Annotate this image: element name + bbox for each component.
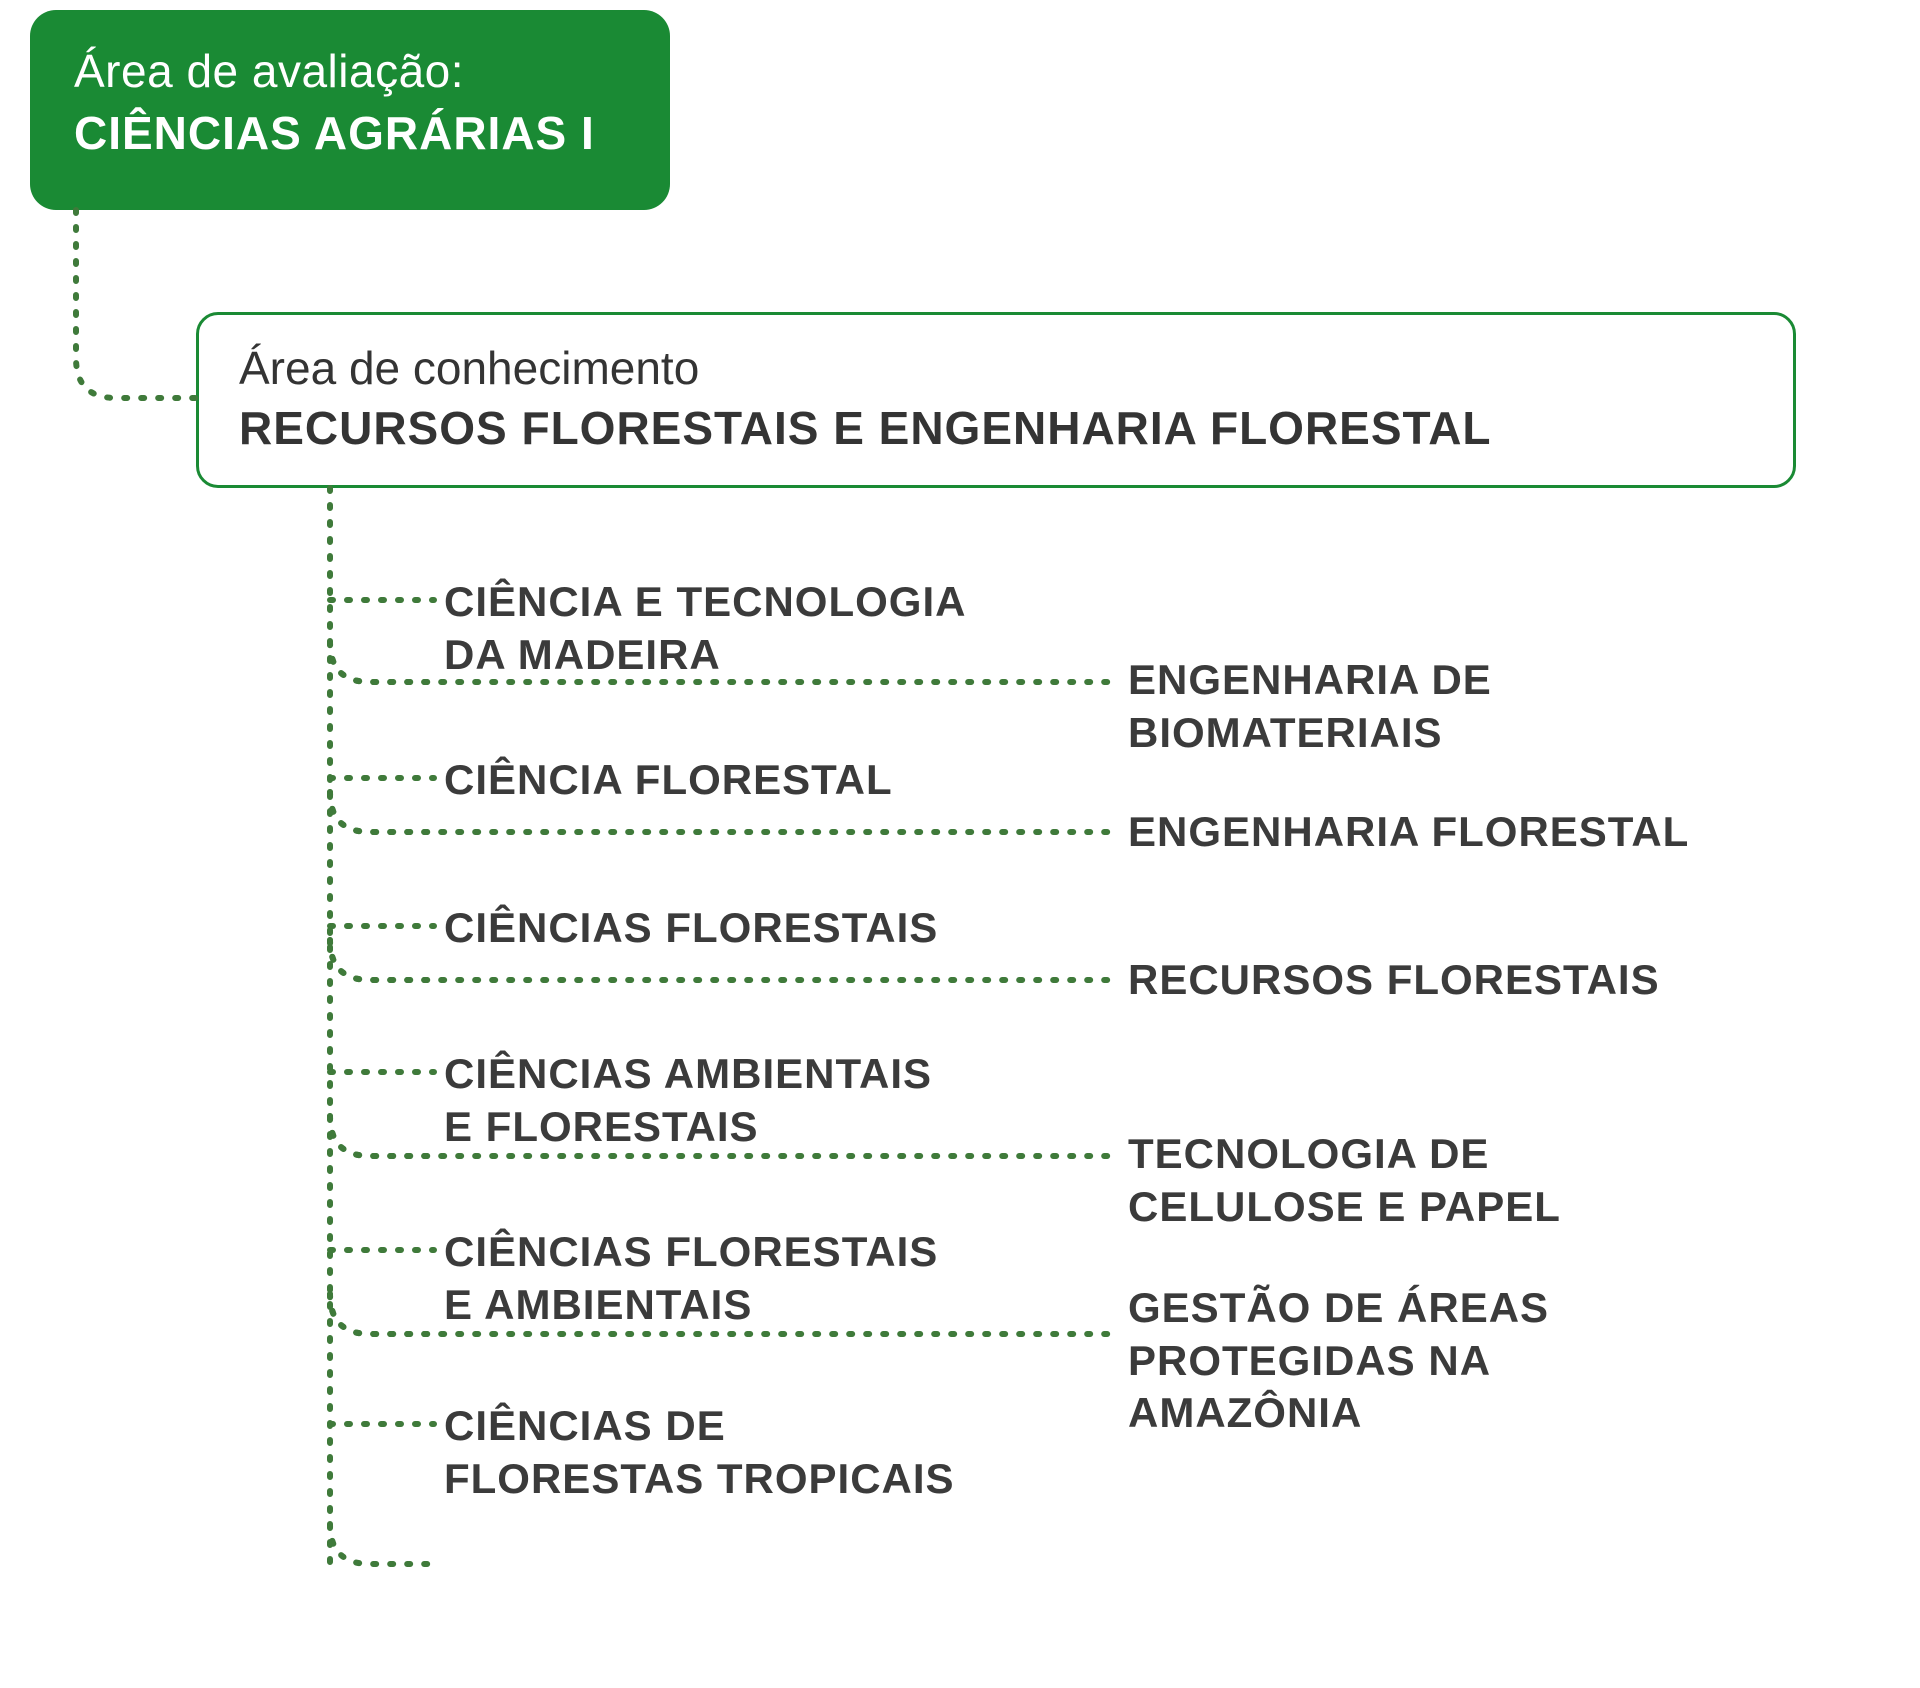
leaf-l3: CIÊNCIAS FLORESTAIS [444,902,938,955]
diagram-canvas: Área de avaliação: CIÊNCIAS AGRÁRIAS I Á… [0,0,1920,1688]
leaf-l4: CIÊNCIAS AMBIENTAIS E FLORESTAIS [444,1048,932,1153]
leaf-r3: RECURSOS FLORESTAIS [1128,954,1660,1007]
knowledge-label-line1: Área de conhecimento [239,341,1757,395]
root-label-line2: CIÊNCIAS AGRÁRIAS I [74,106,630,160]
leaf-r2: ENGENHARIA FLORESTAL [1128,806,1689,859]
leaf-l1: CIÊNCIA E TECNOLOGIA DA MADEIRA [444,576,966,681]
leaf-r4: TECNOLOGIA DE CELULOSE E PAPEL [1128,1128,1561,1233]
knowledge-area-box: Área de conhecimento RECURSOS FLORESTAIS… [196,312,1796,488]
knowledge-label-line2: RECURSOS FLORESTAIS E ENGENHARIA FLOREST… [239,401,1757,455]
leaf-r1: ENGENHARIA DE BIOMATERIAIS [1128,654,1492,759]
leaf-r5: GESTÃO DE ÁREAS PROTEGIDAS NA AMAZÔNIA [1128,1282,1549,1440]
leaf-l2: CIÊNCIA FLORESTAL [444,754,893,807]
leaf-l6: CIÊNCIAS DE FLORESTAS TROPICAIS [444,1400,955,1505]
root-box: Área de avaliação: CIÊNCIAS AGRÁRIAS I [30,10,670,210]
root-label-line1: Área de avaliação: [74,44,630,98]
leaf-l5: CIÊNCIAS FLORESTAIS E AMBIENTAIS [444,1226,938,1331]
